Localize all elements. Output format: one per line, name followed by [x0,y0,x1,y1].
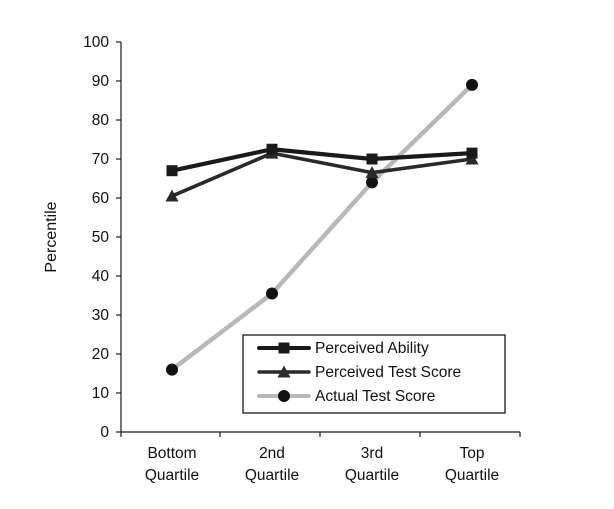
legend-square-marker [278,342,290,354]
point-4-circle-marker [466,78,478,91]
point-3-square-marker [366,153,378,165]
y-axis-ticks: 0 10 20 30 40 50 60 70 80 90 100 [83,34,121,441]
x-tick-label: Bottom Quartile [145,445,199,484]
point-4-square-marker [466,147,478,159]
point-3-triangle-marker [365,166,379,179]
series-actual-test-score [166,78,478,376]
x-tick-label-line: Quartile [245,467,299,484]
point-2-circle-marker [266,287,278,300]
y-tick-label: 50 [92,229,110,246]
y-tick-label: 70 [92,151,110,168]
x-tick-label-line: Quartile [445,467,499,484]
legend-label: Actual Test Score [315,388,435,405]
series-line [169,147,475,173]
point-1-circle-marker [166,363,178,376]
y-tick-label: 90 [92,73,110,90]
legend-circle-marker [278,390,290,402]
series-group [165,78,479,376]
y-tick-label: 10 [92,385,110,402]
series-line [169,82,475,372]
y-axis-title: Percentile [43,201,60,272]
x-tick-label: 2nd Quartile [245,445,299,484]
x-tick-label-line: Quartile [345,467,399,484]
point-1-triangle-marker [165,189,179,202]
legend-item-perceived-ability: Perceived Ability [257,340,429,357]
x-tick-label-line: 3rd [361,445,383,462]
legend-item-perceived-test-score: Perceived Test Score [257,364,461,381]
x-axis-ticks: Bottom Quartile 2nd Quartile 3rd Quartile Top Q… [120,432,521,484]
legend-item-actual-test-score: Actual Test Score [257,388,435,405]
point-3-circle-marker [366,176,378,189]
series-line [170,151,474,198]
y-tick-label: 60 [92,190,110,207]
legend-label: Perceived Test Score [315,364,461,381]
x-tick-label: Top Quartile [445,445,499,484]
x-tick-label-line: Bottom [147,445,196,462]
y-tick-label: 30 [92,307,110,324]
y-tick-label: 80 [92,112,110,129]
point-2-square-marker [266,143,278,155]
series-perceived-ability [166,143,478,177]
y-tick-label: 20 [92,346,110,363]
legend-triangle-marker [277,365,291,378]
y-tick-label: 40 [92,268,110,285]
legend: Perceived Ability Perceived Test Score Act… [242,334,506,414]
x-tick-label-line: 2nd [259,445,285,462]
point-1-square-marker [166,165,178,177]
y-tick-label: 100 [83,34,109,51]
x-tick-label-line: Quartile [145,467,199,484]
y-tick-label: 0 [100,424,109,441]
x-tick-label-line: Top [460,445,485,462]
x-tick-label: 3rd Quartile [345,445,399,484]
legend-label: Perceived Ability [315,340,429,357]
